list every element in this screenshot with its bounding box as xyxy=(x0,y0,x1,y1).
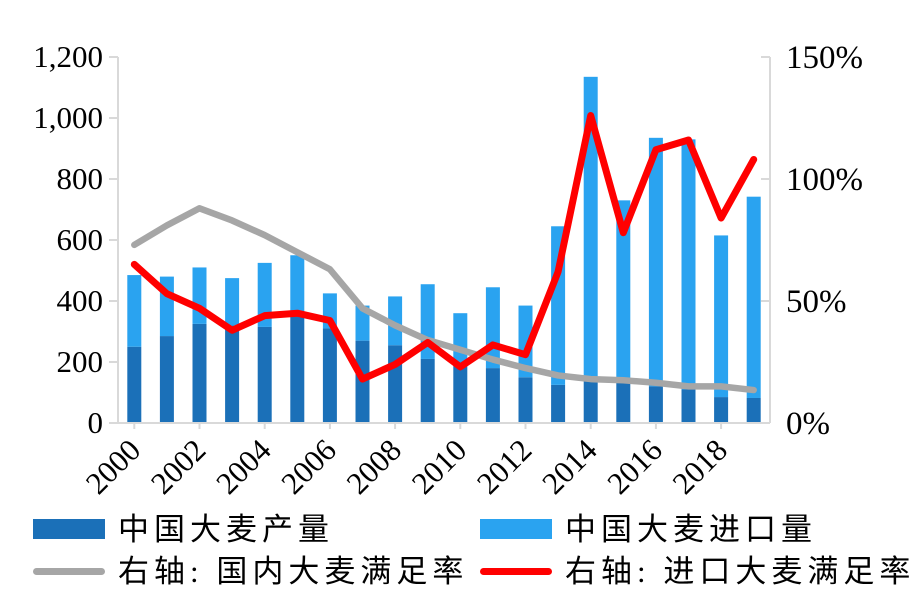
x-axis-tick-label: 2008 xyxy=(339,432,408,501)
right-axis-tick-label: 0% xyxy=(786,406,830,442)
bar-imports-2005 xyxy=(290,255,305,317)
legend-item-production: 中国大麦产量 xyxy=(33,508,480,550)
bar-imports-2017 xyxy=(681,139,696,390)
x-axis-tick-label: 2014 xyxy=(535,432,604,501)
bar-production-2019 xyxy=(746,397,761,423)
x-axis-tick-label: 2010 xyxy=(405,432,474,501)
x-axis-tick-label: 2000 xyxy=(79,432,148,501)
bar-imports-2007 xyxy=(355,305,370,341)
bar-imports-2016 xyxy=(648,137,663,387)
x-axis-tick-label: 2012 xyxy=(470,432,539,501)
x-axis-tick-label: 2016 xyxy=(600,432,669,501)
bar-production-2006 xyxy=(322,328,337,423)
chart-legend: 中国大麦产量 中国大麦进口量 右轴: 国内大麦满足率 右轴: 进口大麦满足率 xyxy=(33,508,912,592)
bar-imports-2019 xyxy=(746,196,761,398)
bar-production-2010 xyxy=(453,365,468,423)
right-axis-tick-label: 50% xyxy=(786,284,847,320)
legend-label-imports: 中国大麦进口量 xyxy=(565,511,817,547)
bar-production-2000 xyxy=(127,346,142,423)
right-axis-tick-label: 100% xyxy=(786,162,863,198)
bar-production-2015 xyxy=(616,381,631,423)
bar-production-2002 xyxy=(192,323,207,423)
bar-imports-2014 xyxy=(583,76,598,379)
x-axis-tick-label: 2018 xyxy=(665,432,734,501)
legend-label-import-rate: 右轴: 进口大麦满足率 xyxy=(565,553,912,589)
left-axis-tick-label: 600 xyxy=(57,222,104,257)
bar-production-2003 xyxy=(225,325,240,423)
left-axis-tick-label: 200 xyxy=(57,344,104,379)
bar-production-2011 xyxy=(485,368,500,423)
production-bar-swatch xyxy=(33,519,105,539)
bar-imports-2003 xyxy=(225,278,240,326)
line-import-satisfaction-rate xyxy=(130,112,758,383)
bar-production-2018 xyxy=(714,397,729,423)
legend-label-domestic-rate: 右轴: 国内大麦满足率 xyxy=(118,553,469,589)
left-axis-tick-label: 400 xyxy=(57,283,104,318)
left-axis-tick-label: 0 xyxy=(88,405,104,440)
left-axis-tick-label: 1,000 xyxy=(33,100,103,135)
bar-production-2013 xyxy=(551,384,566,423)
x-axis-tick-label: 2002 xyxy=(144,432,213,501)
bar-imports-2015 xyxy=(616,200,631,382)
bar-production-2009 xyxy=(420,358,435,423)
bar-imports-2004 xyxy=(257,262,272,327)
x-axis-tick-label: 2004 xyxy=(209,432,278,501)
bar-imports-2018 xyxy=(714,235,729,398)
bar-production-2016 xyxy=(648,386,663,423)
line-domestic-satisfaction-rate xyxy=(131,205,757,394)
bar-production-2005 xyxy=(290,316,305,423)
x-axis-tick-label: 2006 xyxy=(274,432,343,501)
left-axis-tick-label: 1,200 xyxy=(33,39,103,74)
bar-imports-2012 xyxy=(518,305,533,378)
left-axis-tick-label: 800 xyxy=(57,161,104,196)
legend-item-domestic-rate: 右轴: 国内大麦满足率 xyxy=(33,550,480,592)
bar-production-2008 xyxy=(388,345,403,423)
right-axis-tick-label: 150% xyxy=(786,40,863,76)
imports-bar-swatch xyxy=(480,519,552,539)
bar-imports-2000 xyxy=(127,275,142,347)
legend-item-import-rate: 右轴: 进口大麦满足率 xyxy=(480,550,912,592)
bar-production-2017 xyxy=(681,389,696,423)
legend-label-production: 中国大麦产量 xyxy=(118,511,334,547)
bar-production-2012 xyxy=(518,377,533,423)
bar-imports-2010 xyxy=(453,313,468,366)
legend-item-imports: 中国大麦进口量 xyxy=(480,508,912,550)
import-rate-line-swatch xyxy=(480,567,552,575)
bar-production-2001 xyxy=(159,336,174,423)
domestic-rate-line-swatch xyxy=(33,567,105,575)
bar-production-2014 xyxy=(583,378,598,423)
bar-imports-2008 xyxy=(388,296,403,346)
bar-production-2004 xyxy=(257,326,272,423)
